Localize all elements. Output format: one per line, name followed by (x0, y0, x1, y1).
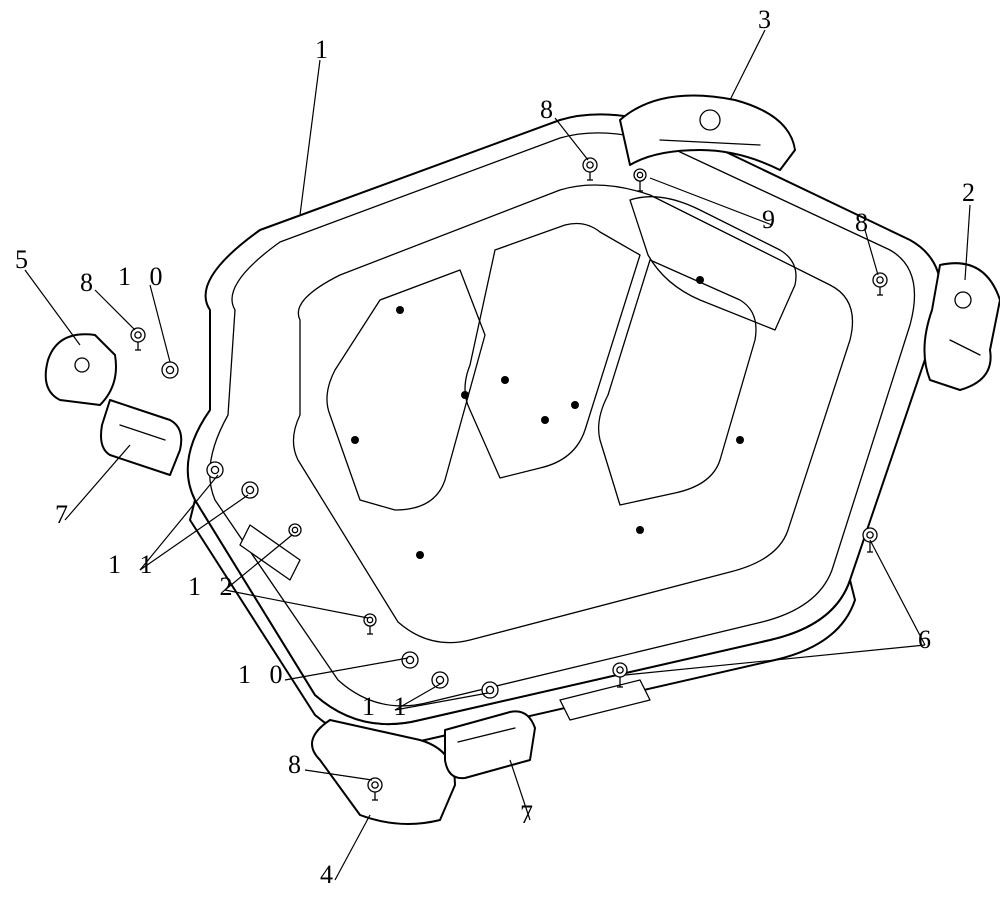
leader-1 (300, 60, 320, 215)
callout-label-8: 8 (288, 750, 307, 780)
callout-label-3: 3 (758, 5, 777, 35)
fastener-f6a (863, 528, 877, 542)
part-p5 (46, 334, 116, 405)
fastener-f11d (482, 682, 498, 698)
fastener-f12b (364, 614, 376, 626)
callout-label-8: 8 (80, 268, 99, 298)
leader-8 (95, 290, 135, 330)
callout-label-8: 8 (540, 95, 559, 125)
fastener-f12 (289, 524, 301, 536)
callout-label-7: 7 (520, 800, 539, 830)
fastener-f8a (583, 158, 597, 172)
callout-label-6: 6 (918, 625, 937, 655)
fastener-f10b (402, 652, 418, 668)
leader-1 0 (150, 285, 170, 362)
fastener-f6b (613, 663, 627, 677)
diagram-stage: 1 2 3 4 5 6 7 7 8 8 8 8 9 1 0 1 0 1 1 1 1 1 2 (0, 0, 1000, 912)
callout-label-4: 4 (320, 860, 339, 890)
callout-label-5: 5 (15, 245, 34, 275)
callout-label-10: 1 0 (238, 660, 289, 690)
callout-label-1: 1 (315, 35, 334, 65)
fastener-f11a (207, 462, 223, 478)
callout-label-9: 9 (762, 205, 781, 235)
fastener-f8c (131, 328, 145, 342)
fastener-f8b (873, 273, 887, 287)
callout-label-8: 8 (855, 208, 874, 238)
fastener-f11c (432, 672, 448, 688)
leader-7 (65, 445, 130, 520)
callout-label-11: 1 1 (108, 550, 159, 580)
leader-4 (335, 815, 370, 880)
diagram-svg (0, 0, 1000, 912)
fastener-f11b (242, 482, 258, 498)
leader-5 (25, 270, 80, 345)
leader-3 (730, 30, 765, 100)
callout-label-12: 1 2 (188, 572, 239, 602)
callout-label-2: 2 (962, 178, 981, 208)
callout-label-10: 1 0 (118, 262, 169, 292)
callout-label-7: 7 (55, 500, 74, 530)
callout-label-11: 1 1 (362, 692, 413, 722)
leader-6 (870, 540, 925, 645)
fastener-f9 (634, 169, 646, 181)
fastener-f10a (162, 362, 178, 378)
